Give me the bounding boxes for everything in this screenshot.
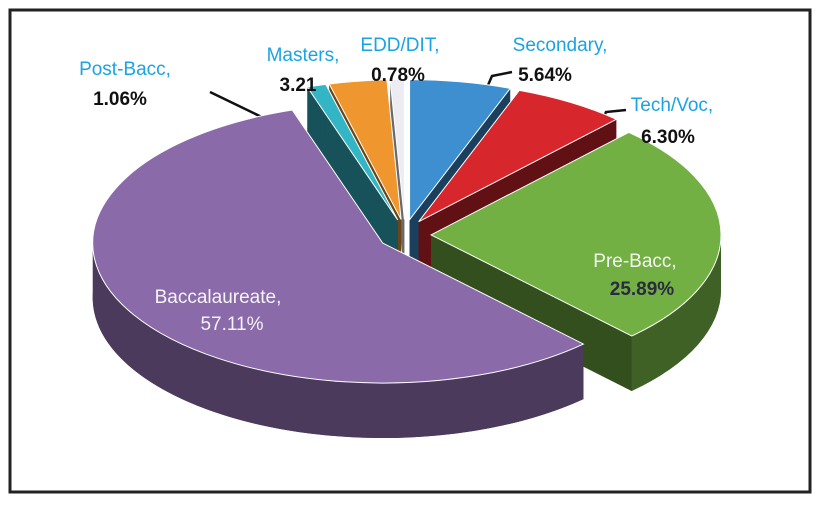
slice-top [409,79,512,222]
slice-top [92,109,585,384]
slice-name: Masters, [267,45,340,66]
slice-name: Tech/Voc, [631,95,713,116]
slice-name: Pre-Bacc, [593,251,676,272]
slice-wall [631,234,721,391]
slice-name: Secondary, [513,35,608,56]
slice-value: 3.21 [280,75,317,96]
slice-top [328,79,402,220]
slice-name: EDD/DIT, [360,35,439,56]
slice-wall [92,243,584,439]
slice-top [389,78,405,220]
slice-value: 5.64% [518,65,572,86]
slice-value: 57.11% [200,314,263,335]
slice-value: 25.89% [610,279,675,300]
slice-top [418,89,618,223]
slice [92,109,585,439]
slice-top [429,131,722,337]
slice-value: 0.78% [371,65,425,86]
slice-top [306,83,399,221]
slice-name: Baccalaureate, [155,287,282,308]
slice-value: 1.06% [93,89,147,110]
slice-value: 6.30% [641,127,695,148]
slice-name: Post-Bacc, [79,59,171,80]
